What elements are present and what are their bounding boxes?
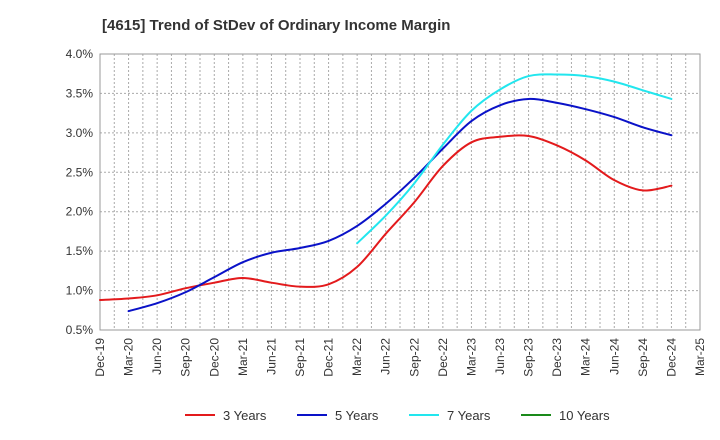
y-tick-label: 2.0% (66, 205, 94, 219)
x-tick-label: Sep-23 (522, 338, 536, 377)
x-tick-label: Sep-22 (407, 338, 421, 377)
y-tick-label: 4.0% (66, 47, 94, 61)
x-axis: Dec-19 Mar-20 Jun-20 Sep-20 Dec-20 Mar-21 Jun-… (93, 338, 707, 377)
x-tick-label: Dec-23 (550, 338, 564, 377)
legend-label-7-years: 7 Years (447, 408, 491, 423)
x-tick-label: Dec-20 (207, 338, 221, 377)
legend-label-10-years: 10 Years (559, 408, 610, 423)
x-tick-label: Mar-22 (350, 338, 364, 376)
y-tick-label: 2.5% (66, 165, 94, 179)
x-tick-label: Mar-21 (236, 338, 250, 376)
legend: 3 Years 5 Years 7 Years 10 Years (185, 408, 610, 423)
x-tick-label: Jun-24 (607, 338, 621, 375)
x-tick-label: Dec-22 (436, 338, 450, 377)
y-axis: 0.5% 1.0% 1.5% 2.0% 2.5% 3.0% 3.5% 4.0% (66, 47, 94, 337)
x-tick-label: Sep-21 (293, 338, 307, 377)
chart-title: [4615] Trend of StDev of Ordinary Income… (102, 17, 450, 34)
x-tick-label: Mar-23 (464, 338, 478, 376)
legend-label-5-years: 5 Years (335, 408, 379, 423)
x-tick-label: Mar-24 (579, 338, 593, 376)
x-tick-label: Dec-19 (93, 338, 107, 377)
x-tick-label: Jun-21 (264, 338, 278, 375)
grid (100, 54, 700, 330)
y-tick-label: 0.5% (66, 323, 94, 337)
x-tick-label: Dec-24 (664, 338, 678, 377)
series-line-5-years (127, 97, 673, 313)
x-tick-label: Dec-21 (322, 338, 336, 377)
y-tick-label: 3.0% (66, 126, 94, 140)
x-tick-label: Mar-25 (693, 338, 707, 376)
x-tick-label: Jun-23 (493, 338, 507, 375)
x-tick-label: Sep-20 (179, 338, 193, 377)
plot-area (99, 53, 701, 331)
x-tick-label: Jun-22 (379, 338, 393, 375)
y-tick-label: 1.5% (66, 244, 94, 258)
x-tick-label: Sep-24 (636, 338, 650, 377)
legend-label-3-years: 3 Years (223, 408, 267, 423)
x-tick-label: Mar-20 (122, 338, 136, 376)
x-tick-label: Jun-20 (150, 338, 164, 375)
y-tick-label: 1.0% (66, 284, 94, 298)
series-line-7-years (356, 73, 673, 245)
y-tick-label: 3.5% (66, 86, 94, 100)
series-lines (99, 73, 673, 313)
series-line-3-years (99, 134, 673, 302)
